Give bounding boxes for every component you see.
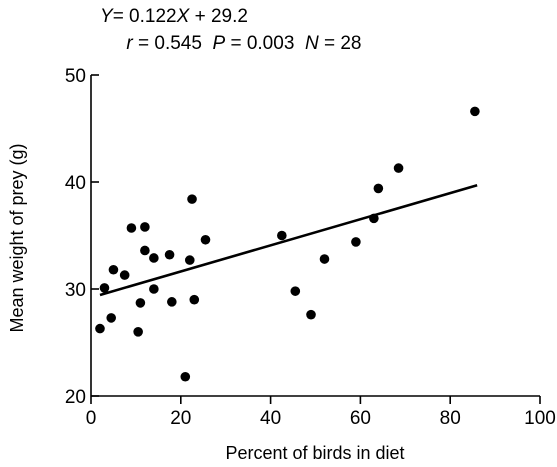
data-point [126,223,137,233]
y-tick-label: 30 [65,280,86,301]
x-tick-label: 60 [350,408,371,429]
data-point [140,222,150,232]
data-point [373,183,384,194]
y-tick-label: 50 [65,66,86,87]
data-point [290,286,301,296]
equation-y-symbol: Y [100,6,114,27]
data-point [184,255,195,265]
data-point [351,237,361,247]
data-point [180,371,191,382]
stat-n-value: = 28 [319,33,362,54]
data-point [149,284,159,294]
stat-n-symbol: N [305,33,319,54]
data-point [95,323,105,334]
data-point [99,283,110,293]
regression-equation: Y= 0.122X + 29.2 [100,6,248,27]
data-point [200,234,211,245]
data-point [149,253,159,263]
data-point [164,249,175,260]
data-point [189,294,200,305]
equation-x-symbol: X [176,6,191,27]
data-point [167,297,177,307]
x-tick-label: 0 [86,408,97,429]
y-axis-label: Mean weight of prey (g) [7,143,27,332]
equation-intercept-text: + 29.2 [189,6,248,27]
data-point [119,270,130,280]
data-point [470,106,480,117]
y-tick-label: 20 [65,387,86,408]
regression-line [99,184,478,297]
data-point [106,313,117,323]
stat-r-symbol: r [126,33,133,54]
x-tick-label: 80 [440,408,461,429]
data-point [140,245,150,256]
x-axis-label: Percent of birds in diet [225,443,404,463]
x-tick-label: 40 [260,408,281,429]
data-point [135,298,146,308]
stat-r-value: = 0.545 [133,33,213,54]
x-tick-label: 100 [524,408,556,429]
data-point [108,264,119,275]
data-point [133,327,143,337]
x-tick-label: 20 [170,408,191,429]
stat-p-symbol: P [213,33,226,54]
regression-statistics: r = 0.545 P = 0.003 N = 28 [100,33,377,54]
data-point [306,309,316,320]
data-points [95,106,480,382]
equation-slope-text: = 0.122 [113,6,177,27]
data-point [369,213,379,224]
data-point [187,194,197,204]
y-tick-label: 40 [65,173,86,194]
data-point [277,230,287,241]
data-point [319,254,330,264]
stat-p-value: = 0.003 [225,33,305,54]
data-point [393,163,404,173]
